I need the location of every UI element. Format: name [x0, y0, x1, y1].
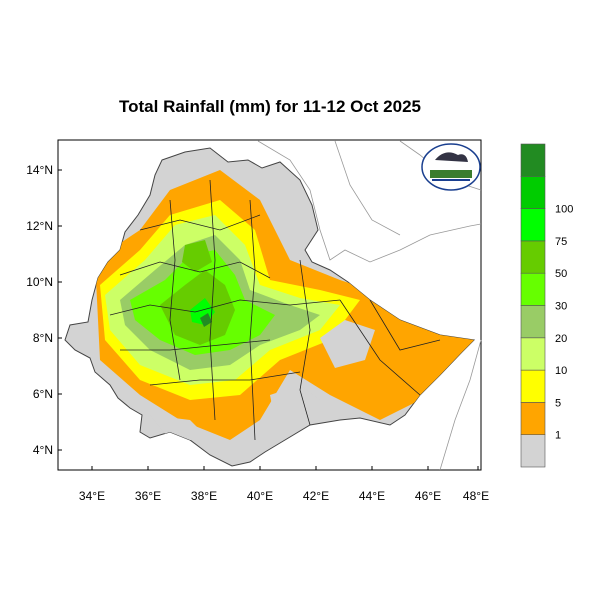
legend-colorbar: [520, 143, 546, 468]
x-tick-label: 36°E: [135, 489, 161, 503]
y-tick-label: 6°N: [33, 387, 53, 401]
legend-label: 5: [555, 397, 561, 409]
regional-boundaries: [109, 179, 441, 441]
legend-swatch: [520, 240, 546, 274]
legend-label: 20: [555, 333, 567, 345]
agency-logo: [421, 143, 481, 191]
legend-swatch: [520, 272, 546, 306]
legend-swatch: [520, 434, 546, 468]
legend-swatch: [520, 402, 546, 435]
rainfall-shading: [95, 170, 474, 440]
y-tick-label: 14°N: [26, 163, 53, 177]
legend-swatch: [520, 337, 546, 371]
x-axis: 34°E 36°E 38°E 40°E 42°E 44°E 46°E 48°E: [79, 466, 489, 503]
y-axis: 14°N 12°N 10°N 8°N 6°N 4°N: [26, 163, 62, 457]
legend-swatch: [520, 369, 546, 403]
x-tick-label: 48°E: [463, 489, 489, 503]
x-tick-label: 42°E: [303, 489, 329, 503]
map-title: Total Rainfall (mm) for 11-12 Oct 2025: [119, 97, 421, 116]
legend-labels: 1 5 10 20 30 50 75 100: [555, 204, 573, 442]
x-tick-label: 34°E: [79, 489, 105, 503]
y-tick-label: 8°N: [33, 331, 53, 345]
legend-swatch: [520, 143, 546, 177]
x-tick-label: 40°E: [247, 489, 273, 503]
legend-swatch: [520, 176, 546, 209]
y-tick-label: 12°N: [26, 219, 53, 233]
legend-label: 30: [555, 301, 567, 313]
x-tick-label: 44°E: [359, 489, 385, 503]
legend-swatch: [520, 208, 546, 242]
legend-label: 1: [555, 430, 561, 442]
legend-swatch: [520, 305, 546, 339]
x-tick-label: 38°E: [191, 489, 217, 503]
ethiopia-map: [64, 147, 476, 467]
legend-label: 100: [555, 204, 573, 216]
y-tick-label: 10°N: [26, 275, 53, 289]
legend-label: 10: [555, 365, 567, 377]
x-tick-label: 46°E: [415, 489, 441, 503]
legend-label: 50: [555, 268, 567, 280]
y-tick-label: 4°N: [33, 443, 53, 457]
legend-label: 75: [555, 236, 567, 248]
